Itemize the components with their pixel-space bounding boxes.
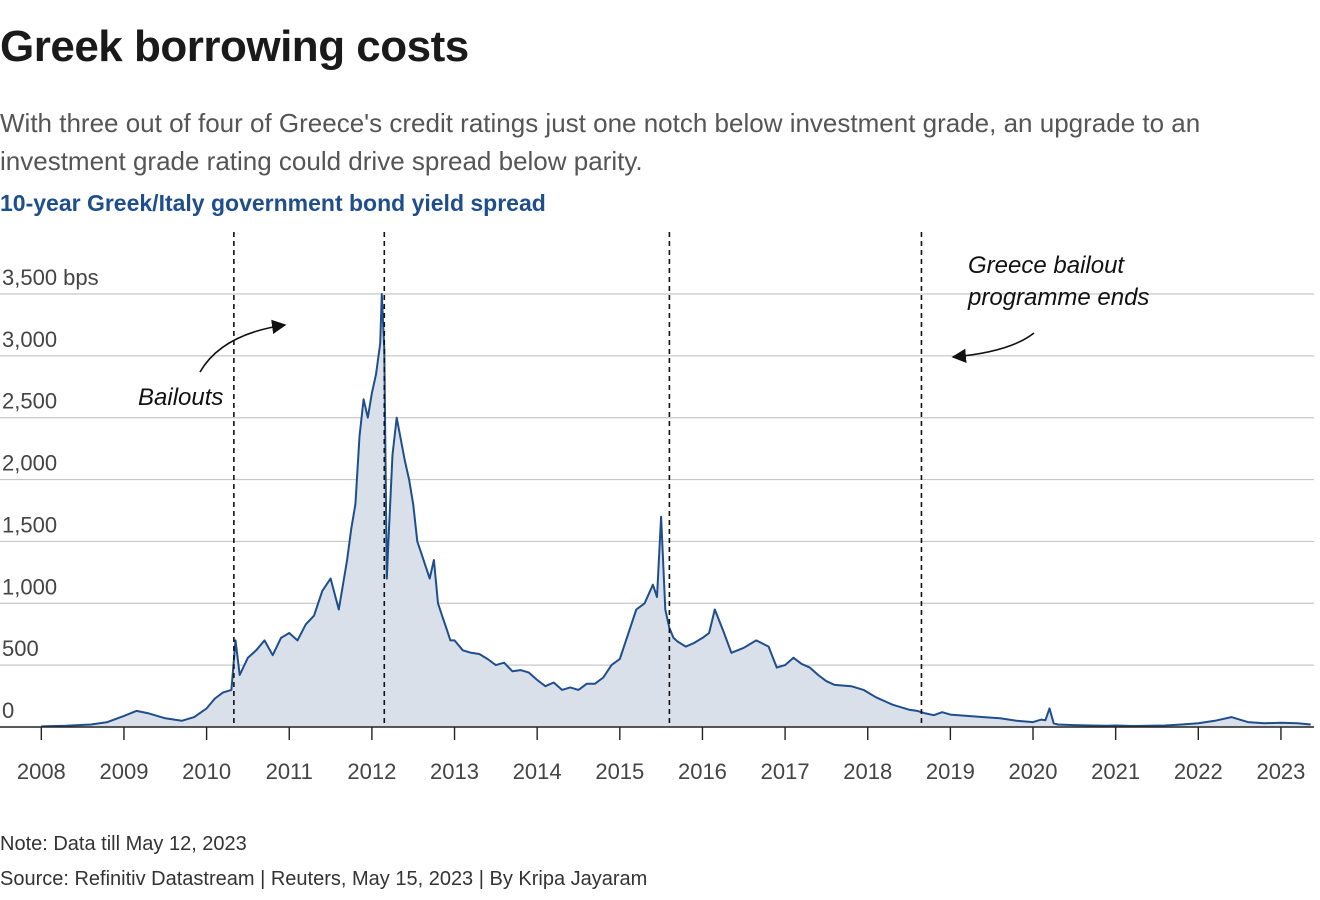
x-tick-label: 2012 [347, 759, 396, 784]
footer-note: Note: Data till May 12, 2023 [0, 833, 247, 855]
x-tick-label: 2015 [595, 759, 644, 784]
y-tick-label: 0 [2, 698, 14, 723]
x-axis-ticks: 2008 2009 2010 2011 2012 2013 2014 2015 2016 2017… [17, 727, 1305, 784]
x-tick-label: 2011 [266, 759, 313, 784]
x-tick-label: 2013 [430, 759, 479, 784]
x-tick-label: 2021 [1091, 759, 1140, 784]
chart-title: 10-year Greek/Italy government bond yiel… [0, 190, 546, 216]
spread-area [41, 294, 1311, 727]
x-tick-label: 2019 [926, 759, 975, 784]
y-tick-label: 2,000 [2, 451, 57, 476]
x-tick-label: 2009 [99, 759, 148, 784]
x-tick-label: 2018 [843, 759, 892, 784]
annotation-ends-line2: programme ends [967, 284, 1149, 311]
y-tick-label: 3,500 bps [2, 265, 99, 290]
annotation-bailouts: Bailouts [138, 384, 223, 411]
bailout-markers [233, 232, 923, 727]
chart-canvas: 0 500 1,000 1,500 2,000 2,500 3,000 3,500 bps 2… [0, 232, 1314, 784]
x-tick-label: 2022 [1174, 759, 1223, 784]
bailouts-arrow [199, 319, 287, 373]
x-tick-label: 2008 [17, 759, 66, 784]
y-tick-label: 2,500 [2, 389, 57, 414]
x-tick-label: 2016 [678, 759, 727, 784]
spread-line [41, 293, 1311, 728]
x-tick-label: 2014 [513, 759, 562, 784]
x-tick-label: 2020 [1009, 759, 1058, 784]
footer-source: Source: Refinitiv Datastream | Reuters, … [0, 868, 648, 890]
page-subtitle: With three out of four of Greece's credi… [0, 108, 1201, 176]
programme-ends-arrow [951, 332, 1035, 364]
y-tick-label: 500 [2, 636, 39, 661]
y-axis-tick-labels: 0 500 1,000 1,500 2,000 2,500 3,000 3,500 bps [2, 265, 99, 723]
page-title: Greek borrowing costs [0, 22, 469, 71]
x-tick-label: 2017 [761, 759, 810, 784]
annotation-ends-line1: Greece bailout [968, 252, 1125, 279]
y-tick-label: 3,000 [2, 327, 57, 352]
y-tick-label: 1,500 [2, 512, 57, 537]
y-tick-label: 1,000 [2, 574, 57, 599]
x-tick-label: 2010 [182, 759, 231, 784]
x-tick-label: 2023 [1256, 759, 1305, 784]
